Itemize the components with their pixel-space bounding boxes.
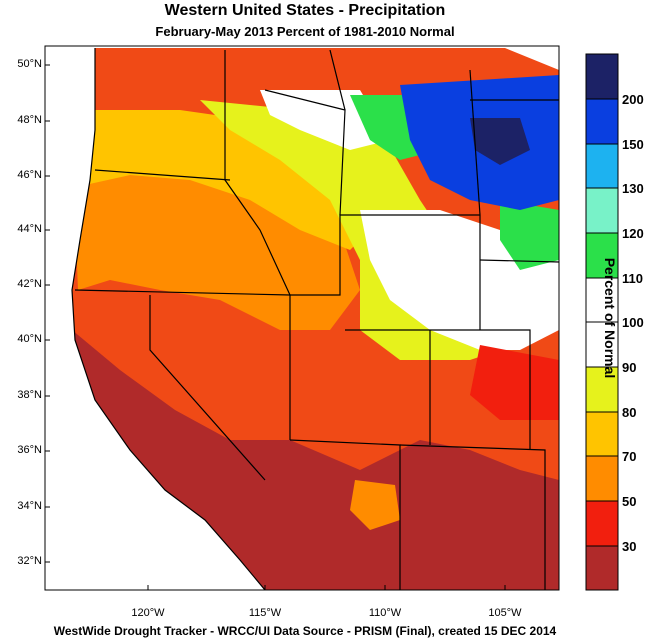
- region-gold: [85, 110, 380, 250]
- colorbar-label: 200: [622, 92, 644, 107]
- colorbar-label: 70: [622, 449, 637, 464]
- colorbar-label: 150: [622, 137, 644, 152]
- lon-label: 115°W: [248, 607, 282, 619]
- ocean: [45, 46, 265, 590]
- lat-label: 36°N: [17, 444, 42, 456]
- lon-label: 110°W: [368, 607, 402, 619]
- lat-label: 46°N: [17, 169, 42, 181]
- region-red-se: [470, 345, 559, 420]
- colorbar-label: 110: [622, 271, 643, 286]
- map-subtitle: February-May 2013 Percent of 1981-2010 N…: [155, 24, 455, 39]
- lon-label: 105°W: [488, 607, 522, 619]
- colorbar-label: 50: [622, 494, 637, 509]
- colorbar-label: 80: [622, 405, 637, 420]
- colorbar-title: Percent of Normal: [602, 257, 618, 379]
- region-navy: [470, 118, 530, 165]
- map-title: Western United States - Precipitation: [164, 2, 446, 19]
- colorbar-label: 30: [622, 539, 637, 554]
- lat-label: 48°N: [17, 114, 42, 126]
- colorbar-label: 90: [622, 360, 637, 375]
- colorbar-label: 120: [622, 226, 644, 241]
- colorbar-label: 130: [622, 181, 644, 196]
- colorbar: [585, 53, 619, 591]
- region-darkred-sw: [72, 330, 559, 590]
- region-orange-south: [350, 480, 400, 530]
- lat-label: 32°N: [17, 555, 42, 567]
- lon-label: 120°W: [131, 607, 165, 619]
- colorbar-label: 100: [622, 315, 644, 330]
- lat-label: 34°N: [17, 500, 42, 512]
- lat-label: 42°N: [17, 278, 42, 290]
- lat-label: 38°N: [17, 389, 42, 401]
- lat-label: 40°N: [17, 333, 42, 345]
- lat-label: 44°N: [17, 223, 42, 235]
- footer-credit: WestWide Drought Tracker - WRCC/UI Data …: [53, 624, 557, 638]
- lat-label: 50°N: [17, 58, 42, 70]
- region-green-2: [500, 200, 559, 270]
